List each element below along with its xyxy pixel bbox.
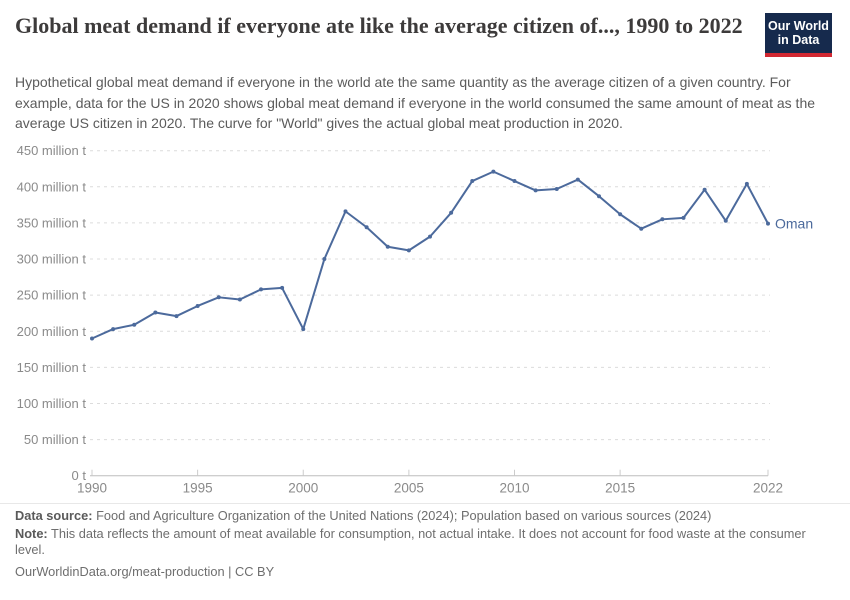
owid-logo-line1: Our World [768,19,829,33]
y-axis-label: 200 million t [17,324,87,339]
x-axis-label: 2015 [605,481,635,496]
x-axis-label: 2005 [394,481,424,496]
data-point [280,285,285,290]
data-point [470,179,475,184]
owid-logo: Our World in Data [765,13,832,57]
x-axis-label: 2010 [499,481,529,496]
data-point [406,248,411,253]
data-point [639,226,644,231]
data-source-label: Data source: [15,508,93,523]
y-axis-label: 350 million t [17,215,87,230]
data-point [174,314,179,319]
data-point [491,169,496,174]
chart-subtitle: Hypothetical global meat demand if every… [15,74,816,131]
page-title: Global meat demand if everyone ate like … [15,13,743,38]
y-axis-label: 0 t [72,468,87,483]
x-axis-label: 1990 [77,481,107,496]
data-point [90,336,94,341]
data-point [723,218,728,223]
data-point [618,212,623,217]
data-point [195,303,200,308]
note-label: Note: [15,526,48,541]
series-line-oman [91,170,769,340]
y-axis-label: 50 million t [24,432,87,447]
data-point [259,287,263,292]
y-axis-label: 450 million t [17,143,87,158]
data-point [766,221,770,226]
data-source-line: Data source: Food and Agriculture Organi… [15,508,839,524]
data-point [512,179,517,184]
data-point [237,297,242,302]
data-source-text: Food and Agriculture Organization of the… [96,508,712,523]
owid-logo-line2: in Data [777,33,820,47]
x-axis-label: 2000 [288,481,318,496]
line-chart: 0 t 50 million t 100 million t 150 million … [17,143,814,496]
data-point [554,186,559,191]
y-axis-label: 250 million t [17,288,87,303]
data-point [702,187,707,192]
citation-link: OurWorldinData.org/meat-production | CC … [15,564,275,579]
data-point [343,209,348,214]
data-point [575,177,580,182]
chart-footer: Data source: Food and Agriculture Organi… [15,508,839,580]
x-axis-label: 2022 [753,481,783,496]
data-point [132,322,137,327]
data-point [216,295,221,300]
data-point [111,327,116,332]
x-axis-label: 1995 [183,481,213,496]
y-axis-label: 300 million t [17,252,87,267]
y-axis-label: 100 million t [17,396,87,411]
y-axis-label: 400 million t [17,179,87,194]
data-point [597,194,601,199]
note-text: This data reflects the amount of meat av… [15,526,806,557]
footer-divider [0,503,850,504]
data-point [364,225,369,230]
data-point [385,244,390,249]
data-point [744,181,749,186]
data-point [428,234,432,239]
data-point [533,188,538,193]
data-point [449,210,454,215]
data-point [681,215,686,220]
series-end-label: Oman [775,216,813,232]
data-point [153,310,158,315]
data-point [301,327,306,332]
y-axis-label: 150 million t [17,360,87,375]
data-point [660,217,665,222]
note-line: Note: This data reflects the amount of m… [15,526,839,558]
data-point [322,257,327,262]
